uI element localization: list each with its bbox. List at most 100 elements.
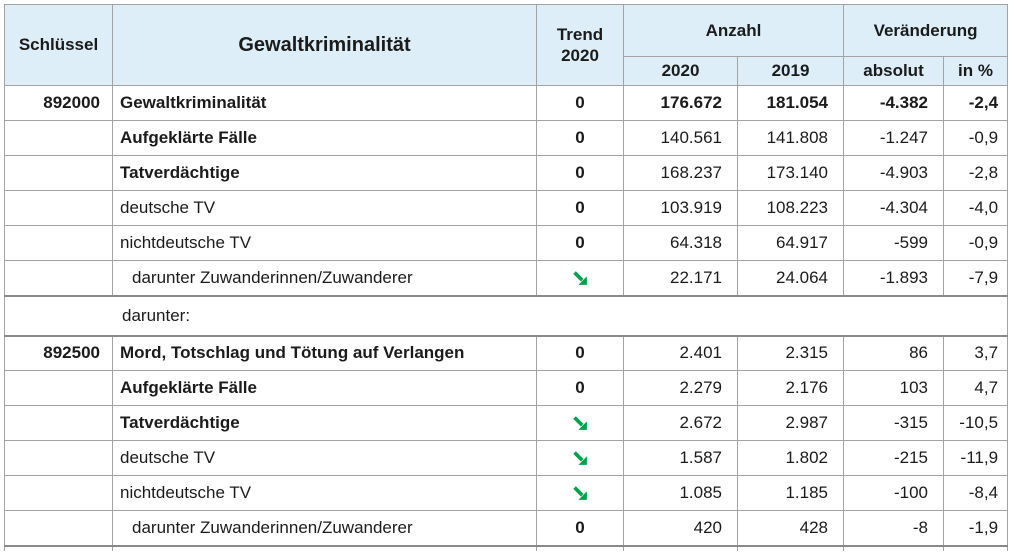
cell-count-2019: 428 xyxy=(736,510,845,547)
cell-change-percent: -2,8 xyxy=(943,155,1009,191)
cell-label: deutsche TV xyxy=(112,440,537,476)
cell-label: deutsche TV xyxy=(112,190,537,226)
cell-change-percent: -4,0 xyxy=(943,190,1009,226)
cell-trend: 0 xyxy=(536,225,624,261)
column-header-category: Gewaltkriminalität xyxy=(112,4,537,86)
header-row-sub: 2020 2019 absolut in % xyxy=(5,56,1009,86)
cell-count-2019: 108.223 xyxy=(736,190,845,226)
cell-trend: 0 xyxy=(536,510,624,547)
table-row: darunter Zuwanderinnen/Zuwanderer 22.171… xyxy=(4,260,1009,296)
cell-label: Aufgeklärte Fälle xyxy=(112,370,537,406)
cell-count-2020: 168.237 xyxy=(623,155,738,191)
trend-zero: 0 xyxy=(575,343,585,363)
cell-count-2019: 1.185 xyxy=(736,475,845,511)
cell-key xyxy=(4,510,113,547)
cell-change-absolut: -599 xyxy=(843,225,945,261)
cell-key xyxy=(4,190,113,226)
cell-label: Mord, Totschlag und Tötung auf Verlangen xyxy=(112,335,537,371)
cell-change-percent: -11,9 xyxy=(943,440,1009,476)
cell-trend: 0 xyxy=(536,335,624,371)
cell-count-2020: 2.672 xyxy=(623,405,738,441)
cell-key xyxy=(4,155,113,191)
cell-key xyxy=(4,475,113,511)
cell-label: darunter Zuwanderinnen/Zuwanderer xyxy=(112,260,537,296)
cell-change-percent: -2,4 xyxy=(943,85,1009,121)
cell-label: darunter Zuwanderinnen/Zuwanderer xyxy=(112,510,537,547)
cell-key xyxy=(4,260,113,296)
cell-count-2019: 181.054 xyxy=(736,85,845,121)
cell-count-2019: 2.315 xyxy=(736,335,845,371)
cell-change-absolut: -8 xyxy=(843,510,945,547)
trend-down-icon xyxy=(572,416,587,430)
cell-trend xyxy=(536,475,624,511)
cutoff-row xyxy=(4,545,1009,551)
table-row: deutsche TV 1.587 1.802 -215 -11,9 xyxy=(4,440,1009,476)
cell-trend: 0 xyxy=(536,370,624,406)
table-row: Aufgeklärte Fälle 0 2.279 2.176 103 4,7 xyxy=(4,370,1009,406)
cell-count-2020: 2.279 xyxy=(623,370,738,406)
cell-count-2020: 103.919 xyxy=(623,190,738,226)
cell-count-2020: 22.171 xyxy=(623,260,738,296)
cell-change-percent: -8,4 xyxy=(943,475,1009,511)
trend-zero: 0 xyxy=(575,163,585,182)
column-header-2019: 2019 xyxy=(736,56,845,86)
section-separator-label: darunter: xyxy=(3,294,1009,337)
cell-change-absolut: -4.304 xyxy=(843,190,945,226)
cell-key xyxy=(4,120,113,156)
cell-label: Tatverdächtige xyxy=(112,155,537,191)
cell-count-2020: 1.587 xyxy=(623,440,738,476)
cell-change-absolut: 103 xyxy=(843,370,945,406)
cell-count-2020: 64.318 xyxy=(623,225,738,261)
trend-zero: 0 xyxy=(575,233,585,252)
cell-count-2019: 173.140 xyxy=(736,155,845,191)
cell-label: nichtdeutsche TV xyxy=(112,475,537,511)
cell-change-percent: -0,9 xyxy=(943,120,1009,156)
column-group-anzahl: Anzahl xyxy=(622,4,845,57)
cell-change-percent: -10,5 xyxy=(943,405,1009,441)
crime-statistics-table: Schlüssel Gewaltkriminalität Trend 2020 … xyxy=(3,4,1009,551)
column-header-2020: 2020 xyxy=(623,56,738,86)
cell-change-percent: 4,7 xyxy=(943,370,1009,406)
table-row: nichtdeutsche TV 0 64.318 64.917 -599 -0… xyxy=(4,225,1009,261)
cell-change-absolut: -4.903 xyxy=(843,155,945,191)
cell-change-absolut: 86 xyxy=(843,335,945,371)
table-row: deutsche TV 0 103.919 108.223 -4.304 -4,… xyxy=(4,190,1009,226)
cell-count-2020: 1.085 xyxy=(623,475,738,511)
cell-count-2019: 2.176 xyxy=(736,370,845,406)
cell-trend: 0 xyxy=(536,120,624,156)
trend-zero: 0 xyxy=(575,93,585,112)
cell-change-percent: -7,9 xyxy=(943,260,1009,296)
cell-count-2020: 420 xyxy=(623,510,738,547)
cell-label: nichtdeutsche TV xyxy=(112,225,537,261)
cell-change-percent: 3,7 xyxy=(943,335,1009,371)
cell-key xyxy=(4,370,113,406)
trend-zero: 0 xyxy=(575,128,585,147)
cell-trend: 0 xyxy=(536,85,624,121)
table-header: Schlüssel Gewaltkriminalität Trend 2020 … xyxy=(4,4,1009,86)
trend-zero: 0 xyxy=(575,198,585,217)
cell-trend: 0 xyxy=(536,155,624,191)
cell-key: 892000 xyxy=(4,85,113,121)
cell-count-2019: 64.917 xyxy=(736,225,845,261)
trend-zero: 0 xyxy=(575,517,585,537)
cell-key xyxy=(4,440,113,476)
trend-down-icon xyxy=(572,451,587,465)
cell-change-percent: -0,9 xyxy=(943,225,1009,261)
table-row: Tatverdächtige 2.672 2.987 -315 -10,5 xyxy=(4,405,1009,441)
column-group-veraenderung: Veränderung xyxy=(843,4,1009,57)
cell-label: Tatverdächtige xyxy=(112,405,537,441)
cell-change-absolut: -315 xyxy=(843,405,945,441)
cell-change-absolut: -100 xyxy=(843,475,945,511)
table-row: 892000 Gewaltkriminalität 0 176.672 181.… xyxy=(4,85,1009,121)
cell-trend xyxy=(536,405,624,441)
table-row: nichtdeutsche TV 1.085 1.185 -100 -8,4 xyxy=(4,475,1009,511)
cell-change-absolut: -4.382 xyxy=(843,85,945,121)
cell-count-2020: 2.401 xyxy=(623,335,738,371)
column-header-schluessel: Schlüssel xyxy=(4,4,113,86)
cell-label: Aufgeklärte Fälle xyxy=(112,120,537,156)
cell-key: 892500 xyxy=(4,335,113,371)
cell-change-absolut: -1.893 xyxy=(843,260,945,296)
cell-count-2019: 141.808 xyxy=(736,120,845,156)
cell-change-absolut: -1.247 xyxy=(843,120,945,156)
cell-change-absolut: -215 xyxy=(843,440,945,476)
